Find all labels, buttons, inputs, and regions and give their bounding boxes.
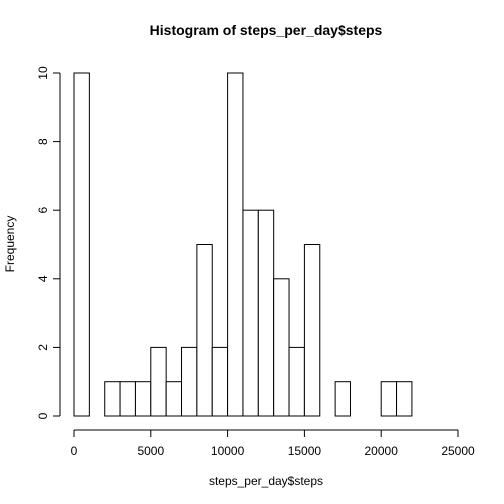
y-tick-label: 6 bbox=[36, 207, 50, 214]
x-tick-label: 20000 bbox=[365, 444, 399, 458]
histogram-bar-5 bbox=[150, 346, 167, 417]
bars-group bbox=[73, 72, 413, 417]
y-tick-label: 10 bbox=[36, 66, 50, 80]
histogram-bar-10 bbox=[227, 72, 244, 417]
x-tick-label: 0 bbox=[71, 444, 78, 458]
histogram-bar-8 bbox=[196, 244, 213, 417]
y-axis: 0 2 4 6 8 10 bbox=[36, 66, 61, 419]
histogram-bar-2 bbox=[104, 381, 121, 417]
histogram-bar-12 bbox=[257, 209, 275, 417]
histogram-bar-3 bbox=[119, 381, 136, 417]
histogram-bar-4 bbox=[134, 381, 152, 417]
histogram-bar-15 bbox=[303, 244, 321, 417]
histogram-bar-0 bbox=[73, 72, 90, 417]
histogram-bar-13 bbox=[273, 278, 290, 417]
histogram-bar-11 bbox=[242, 209, 259, 417]
x-tick-label: 25000 bbox=[441, 444, 475, 458]
histogram-bar-21 bbox=[396, 381, 413, 417]
x-axis-label: steps_per_day$steps bbox=[209, 474, 323, 488]
histogram-bar-17 bbox=[334, 381, 351, 417]
x-tick-label: 10000 bbox=[211, 444, 245, 458]
histogram-bar-6 bbox=[165, 381, 183, 417]
x-tick-label: 15000 bbox=[288, 444, 322, 458]
y-tick-label: 0 bbox=[36, 412, 50, 419]
histogram-bar-9 bbox=[211, 346, 229, 417]
histogram-bar-14 bbox=[288, 346, 305, 417]
y-tick-label: 4 bbox=[36, 275, 50, 282]
histogram-bar-7 bbox=[181, 346, 198, 417]
histogram-bar-20 bbox=[380, 381, 398, 417]
y-tick-label: 2 bbox=[36, 344, 50, 351]
y-tick-label: 8 bbox=[36, 138, 50, 145]
y-axis-label: Frequency bbox=[3, 216, 17, 273]
x-axis: 0 5000 10000 15000 20000 25000 bbox=[71, 429, 475, 458]
x-tick-label: 5000 bbox=[137, 444, 164, 458]
chart-title: Histogram of steps_per_day$steps bbox=[150, 22, 383, 38]
